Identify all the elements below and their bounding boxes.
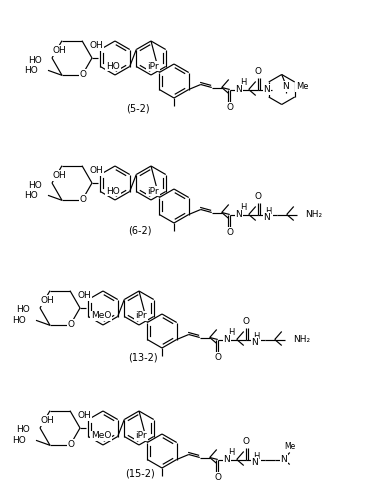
Text: OH: OH: [52, 46, 66, 55]
Text: O: O: [226, 228, 233, 237]
Text: OH: OH: [90, 166, 104, 175]
Text: (15-2): (15-2): [125, 469, 155, 479]
Text: HO: HO: [106, 187, 120, 196]
Text: N: N: [251, 458, 258, 467]
Text: (5-2): (5-2): [126, 103, 150, 113]
Text: O: O: [254, 192, 261, 201]
Text: MeO: MeO: [91, 432, 111, 441]
Text: H: H: [241, 78, 247, 87]
Text: NH₂: NH₂: [305, 210, 322, 219]
Text: N: N: [235, 85, 242, 94]
Text: OH: OH: [52, 171, 66, 180]
Text: O: O: [242, 437, 249, 446]
Text: NH₂: NH₂: [293, 335, 310, 344]
Text: N: N: [235, 210, 242, 219]
Text: O: O: [79, 195, 86, 204]
Text: MeO: MeO: [91, 311, 111, 320]
Text: N: N: [223, 335, 230, 344]
Text: Me: Me: [284, 442, 295, 451]
Text: iPr: iPr: [135, 311, 147, 320]
Text: H: H: [254, 332, 260, 341]
Text: (13-2): (13-2): [128, 353, 158, 363]
Text: OH: OH: [90, 41, 104, 50]
Text: OH: OH: [40, 416, 54, 425]
Text: H: H: [266, 207, 272, 216]
Text: HO: HO: [16, 305, 30, 314]
Text: O: O: [79, 70, 86, 79]
Text: H: H: [254, 452, 260, 461]
Text: HO: HO: [16, 426, 30, 435]
Text: iPr: iPr: [147, 61, 159, 70]
Text: iPr: iPr: [135, 432, 147, 441]
Text: O: O: [214, 473, 221, 482]
Text: N: N: [280, 455, 287, 464]
Text: O: O: [68, 440, 75, 449]
Text: OH: OH: [78, 291, 92, 300]
Text: HO: HO: [28, 181, 42, 190]
Text: HO: HO: [12, 316, 26, 325]
Text: O: O: [226, 103, 233, 112]
Text: OH: OH: [40, 296, 54, 305]
Text: iPr: iPr: [147, 187, 159, 196]
Text: HO: HO: [106, 61, 120, 70]
Text: H: H: [228, 328, 235, 337]
Text: (6-2): (6-2): [128, 225, 152, 235]
Text: H: H: [241, 203, 247, 212]
Text: O: O: [214, 353, 221, 362]
Text: HO: HO: [24, 191, 38, 200]
Text: Me: Me: [296, 82, 308, 91]
Text: N: N: [263, 213, 270, 222]
Text: N: N: [263, 85, 270, 94]
Text: HO: HO: [12, 436, 26, 445]
Text: N: N: [251, 338, 258, 347]
Text: HO: HO: [28, 55, 42, 64]
Text: H: H: [228, 448, 235, 457]
Text: O: O: [254, 67, 261, 76]
Text: N: N: [223, 455, 230, 464]
Text: O: O: [68, 320, 75, 329]
Text: OH: OH: [78, 411, 92, 420]
Text: N: N: [282, 82, 289, 91]
Text: HO: HO: [24, 66, 38, 75]
Text: O: O: [242, 317, 249, 326]
